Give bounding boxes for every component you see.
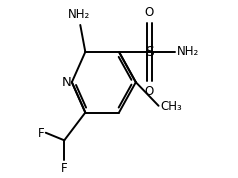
Text: O: O [145,85,154,98]
Text: F: F [37,127,44,140]
Text: F: F [61,162,68,175]
Text: NH₂: NH₂ [68,8,90,21]
Text: NH₂: NH₂ [177,45,199,58]
Text: S: S [145,45,154,59]
Text: N: N [61,76,71,89]
Text: CH₃: CH₃ [160,100,182,113]
Text: O: O [145,6,154,19]
